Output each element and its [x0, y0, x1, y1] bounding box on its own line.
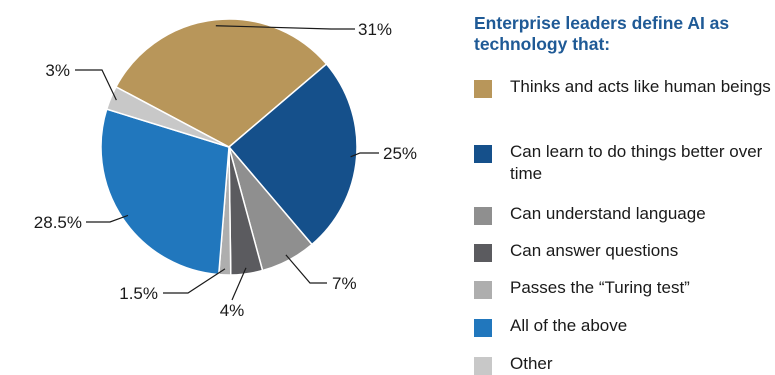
pie-slice-can-learn-to-do-things-better-over-time: [227, 62, 358, 246]
legend-swatch: [474, 244, 492, 262]
legend-swatch: [474, 207, 492, 225]
leader-line-can-understand-language: [285, 254, 327, 284]
data-label-other: 3%: [45, 61, 70, 80]
legend-swatch: [474, 281, 492, 299]
pie-slice-other: [105, 85, 230, 148]
data-label-can-learn-to-do-things-better-over-time: 25%: [383, 144, 417, 163]
legend-label: Thinks and acts like human beings: [510, 77, 771, 96]
data-label-can-understand-language: 7%: [332, 274, 357, 293]
legend-label: Can answer questions: [510, 241, 679, 260]
legend-label: Passes the “Turing test”: [510, 278, 690, 297]
leader-line-passes-the-turing-test: [163, 268, 226, 294]
leader-line-other: [75, 69, 117, 101]
leader-line-can-answer-questions: [231, 267, 247, 301]
legend-label: All of the above: [510, 316, 628, 335]
legend-swatch: [474, 145, 492, 163]
pie-chart: 31% 25% 7% 4% 1.5% 28.5% 3%: [34, 18, 417, 320]
legend-swatch: [474, 319, 492, 337]
data-label-thinks-and-acts-like-human-beings: 31%: [358, 20, 392, 39]
data-label-all-of-the-above: 28.5%: [34, 213, 82, 232]
chart-title: Enterprise leaders define AI as technolo…: [474, 13, 730, 54]
leader-line-all-of-the-above: [86, 214, 129, 223]
legend-label: Can understand language: [510, 204, 706, 223]
legend-label: Can learn to do things better over time: [510, 142, 763, 183]
pie-slice-thinks-and-acts-like-human-beings: [114, 18, 328, 148]
pie-slice-all-of-the-above: [100, 108, 230, 276]
leader-line-thinks-and-acts-like-human-beings: [215, 25, 355, 30]
legend-swatch: [474, 80, 492, 98]
leader-line-can-learn-to-do-things-better-over-time: [350, 152, 379, 158]
legend-label: Other: [510, 354, 553, 373]
legend-swatch: [474, 357, 492, 375]
data-label-passes-the-turing-test: 1.5%: [119, 284, 158, 303]
data-label-can-answer-questions: 4%: [220, 301, 245, 320]
